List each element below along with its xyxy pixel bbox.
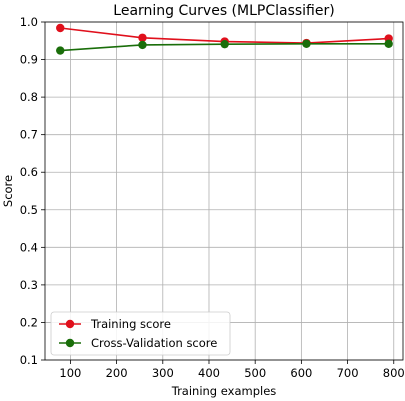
y-tick-label: 0.7: [20, 128, 38, 142]
legend-label-training-score: Training score: [90, 317, 171, 331]
data-point-cross-validation-score: [302, 39, 311, 48]
legend-marker-cross-validation-score: [65, 338, 75, 348]
grid-lines: [45, 21, 403, 361]
legend-label-cross-validation-score: Cross-Validation score: [91, 336, 217, 350]
data-point-cross-validation-score: [220, 39, 229, 49]
chart-title: Learning Curves (MLPClassifier): [113, 3, 334, 19]
y-tick-label: 0.1: [20, 353, 38, 367]
x-tick-label: 700: [337, 366, 359, 380]
series-layer: [56, 23, 393, 55]
x-tick-label: 800: [383, 366, 405, 380]
x-tick-label: 500: [244, 366, 266, 380]
y-axis-label: Score: [1, 175, 15, 207]
data-point-training-score: [138, 33, 147, 42]
x-axis-label: Training examples: [171, 384, 277, 398]
legend-item-training-score: Training score: [59, 317, 171, 331]
legend: Training score Cross-Validation score: [50, 311, 231, 356]
x-tick-label: 400: [198, 366, 220, 380]
y-tick-label: 0.9: [20, 53, 38, 67]
y-tick-label: 0.5: [20, 203, 38, 217]
x-tick-label: 100: [59, 366, 81, 380]
axis-ticks: 100 200 300 400 500 600 700 800 0.1 0.2 0.3 0.4 0.5 0…: [20, 15, 405, 380]
x-tick-label: 300: [152, 366, 174, 380]
x-tick-label: 600: [290, 366, 312, 380]
x-tick-label: 200: [106, 366, 128, 380]
y-tick-label: 0.4: [20, 240, 38, 254]
plot-area-frame: [44, 21, 404, 361]
y-tick-label: 1.0: [20, 15, 38, 29]
data-point-cross-validation-score: [384, 39, 393, 48]
data-point-cross-validation-score: [138, 40, 147, 50]
y-tick-label: 0.8: [20, 90, 38, 104]
legend-marker-training-score: [65, 319, 75, 329]
y-tick-label: 0.3: [20, 278, 38, 292]
legend-item-cross-validation-score: Cross-Validation score: [59, 336, 217, 350]
legend-box: [50, 311, 231, 356]
data-point-training-score: [56, 23, 65, 33]
y-tick-label: 0.2: [20, 315, 38, 329]
y-tick-label: 0.6: [20, 165, 38, 179]
data-point-cross-validation-score: [56, 46, 65, 55]
